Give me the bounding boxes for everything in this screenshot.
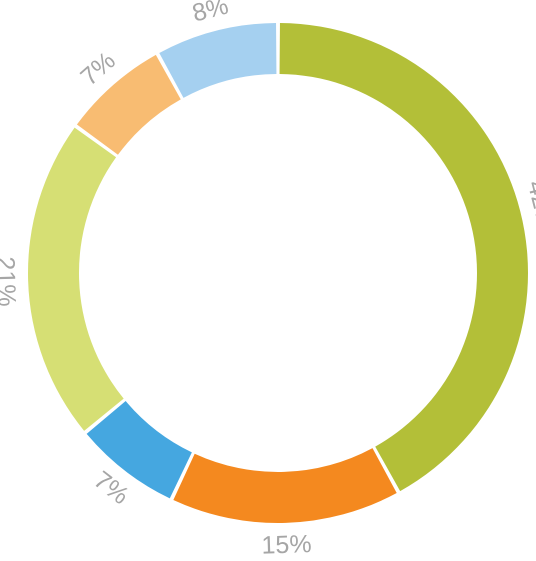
donut-slice-4 <box>27 127 124 431</box>
slice-label-2: 15% <box>261 530 312 560</box>
donut-slice-5 <box>76 54 181 155</box>
donut-slice-2 <box>173 448 397 523</box>
donut-slice-1 <box>279 23 528 492</box>
slice-label-4: 21% <box>0 256 21 307</box>
slice-label-1: 42% <box>522 178 536 233</box>
donut-slice-3 <box>86 401 192 499</box>
donut-slice-6 <box>159 23 277 98</box>
slice-label-6: 8% <box>189 0 231 28</box>
